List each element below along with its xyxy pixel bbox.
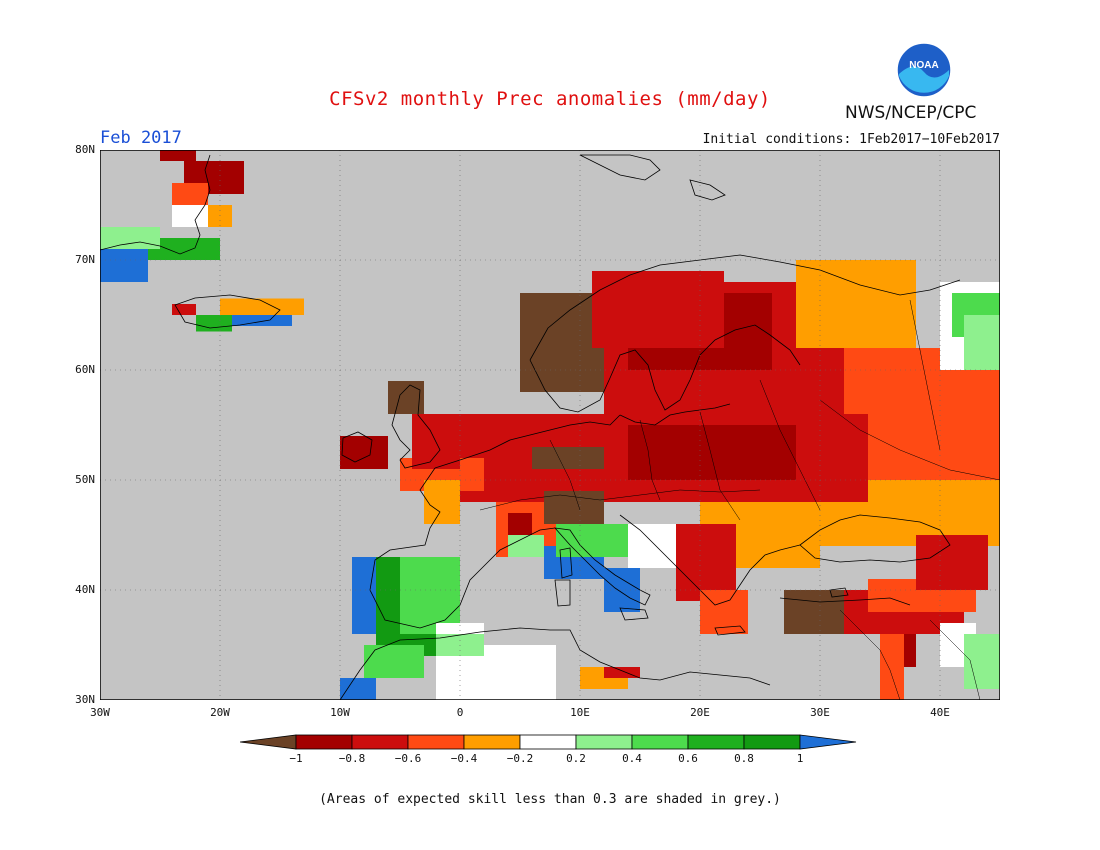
longitude-label: 10E <box>570 706 590 719</box>
anomaly-region <box>100 249 148 282</box>
colorbar-tick-label: −0.6 <box>394 752 422 765</box>
anomaly-region <box>172 304 196 315</box>
anomaly-region <box>796 260 916 348</box>
chart-title: CFSv2 monthly Prec anomalies (mm/day) <box>329 88 771 110</box>
colorbar-tick-label: 0.4 <box>622 752 642 765</box>
anomaly-region <box>916 535 988 590</box>
noaa-logo-text: NOAA <box>909 60 938 71</box>
colorbar-tick-label: 0.2 <box>566 752 586 765</box>
colorbar-cell <box>240 734 297 750</box>
colorbar-tick-label: −0.2 <box>506 752 534 765</box>
colorbar-tick-label: −0.8 <box>338 752 366 765</box>
anomaly-region <box>340 678 376 700</box>
anomaly-region <box>232 315 292 326</box>
skill-footnote: (Areas of expected skill less than 0.3 a… <box>319 792 781 807</box>
lat-lon-grid <box>100 150 1000 700</box>
country-borders <box>479 299 1000 700</box>
longitude-label: 40E <box>930 706 950 719</box>
anomaly-region <box>700 590 748 634</box>
colorbar-tick-label: 0.8 <box>734 752 754 765</box>
colorbar-tick-label: −0.4 <box>450 752 478 765</box>
anomaly-region <box>172 205 208 227</box>
latitude-label: 40N <box>75 583 95 596</box>
colorbar-cell <box>575 734 633 750</box>
anomaly-region <box>628 524 676 568</box>
noaa-logo-icon: NOAA <box>896 42 952 98</box>
longitude-label: 20W <box>210 706 230 719</box>
anomaly-region <box>196 315 232 332</box>
coastlines <box>100 154 961 700</box>
anomaly-region <box>604 667 640 678</box>
latitude-label: 50N <box>75 473 95 486</box>
anomaly-region <box>628 425 796 480</box>
colorbar-cell <box>407 734 465 750</box>
anomaly-region <box>172 183 208 205</box>
anomaly-region <box>220 298 304 315</box>
anomaly-region <box>424 480 460 524</box>
agency-label: NWS/NCEP/CPC <box>845 103 977 123</box>
colorbar-tick-label: 0.6 <box>678 752 698 765</box>
anomaly-region <box>964 315 1000 370</box>
latitude-label: 80N <box>75 143 95 156</box>
longitude-label: 0 <box>456 706 464 719</box>
anomaly-region <box>388 381 424 414</box>
latitude-label: 60N <box>75 363 95 376</box>
colorbar-cell <box>295 734 353 750</box>
anomaly-region <box>880 634 904 700</box>
colorbar-cell <box>799 734 857 750</box>
latitude-label: 30N <box>75 693 95 706</box>
anomaly-region <box>556 524 628 557</box>
anomaly-region <box>592 271 724 348</box>
colorbar-cell <box>519 734 577 750</box>
colorbar-cell <box>743 734 801 750</box>
anomaly-region <box>400 557 460 634</box>
longitude-label: 20E <box>690 706 710 719</box>
colorbar-cell <box>631 734 689 750</box>
precip-anomaly-map <box>100 150 1000 700</box>
anomaly-region <box>520 293 604 392</box>
anomaly-region <box>160 150 196 161</box>
colorbar-cell <box>687 734 745 750</box>
anomaly-region <box>964 634 1000 689</box>
anomaly-region <box>484 645 556 700</box>
colorbar <box>240 734 857 750</box>
anomaly-regions <box>100 150 1000 700</box>
anomaly-region <box>364 645 424 678</box>
anomaly-region <box>532 447 604 469</box>
anomaly-region <box>352 557 376 634</box>
anomaly-region <box>784 590 844 634</box>
colorbar-tick-label: −1 <box>289 752 303 765</box>
anomaly-region <box>604 568 640 612</box>
longitude-label: 10W <box>330 706 350 719</box>
colorbar-cell <box>463 734 521 750</box>
longitude-label: 30E <box>810 706 830 719</box>
month-label: Feb 2017 <box>100 128 182 148</box>
latitude-label: 70N <box>75 253 95 266</box>
colorbar-cell <box>351 734 409 750</box>
anomaly-region <box>340 436 388 469</box>
anomaly-region <box>904 634 916 667</box>
longitude-label: 30W <box>90 706 110 719</box>
anomaly-region <box>508 535 544 557</box>
initial-conditions-label: Initial conditions: 1Feb2017−10Feb2017 <box>702 132 1000 147</box>
colorbar-tick-label: 1 <box>796 752 804 765</box>
anomaly-region <box>676 524 736 601</box>
anomaly-region <box>100 227 160 249</box>
